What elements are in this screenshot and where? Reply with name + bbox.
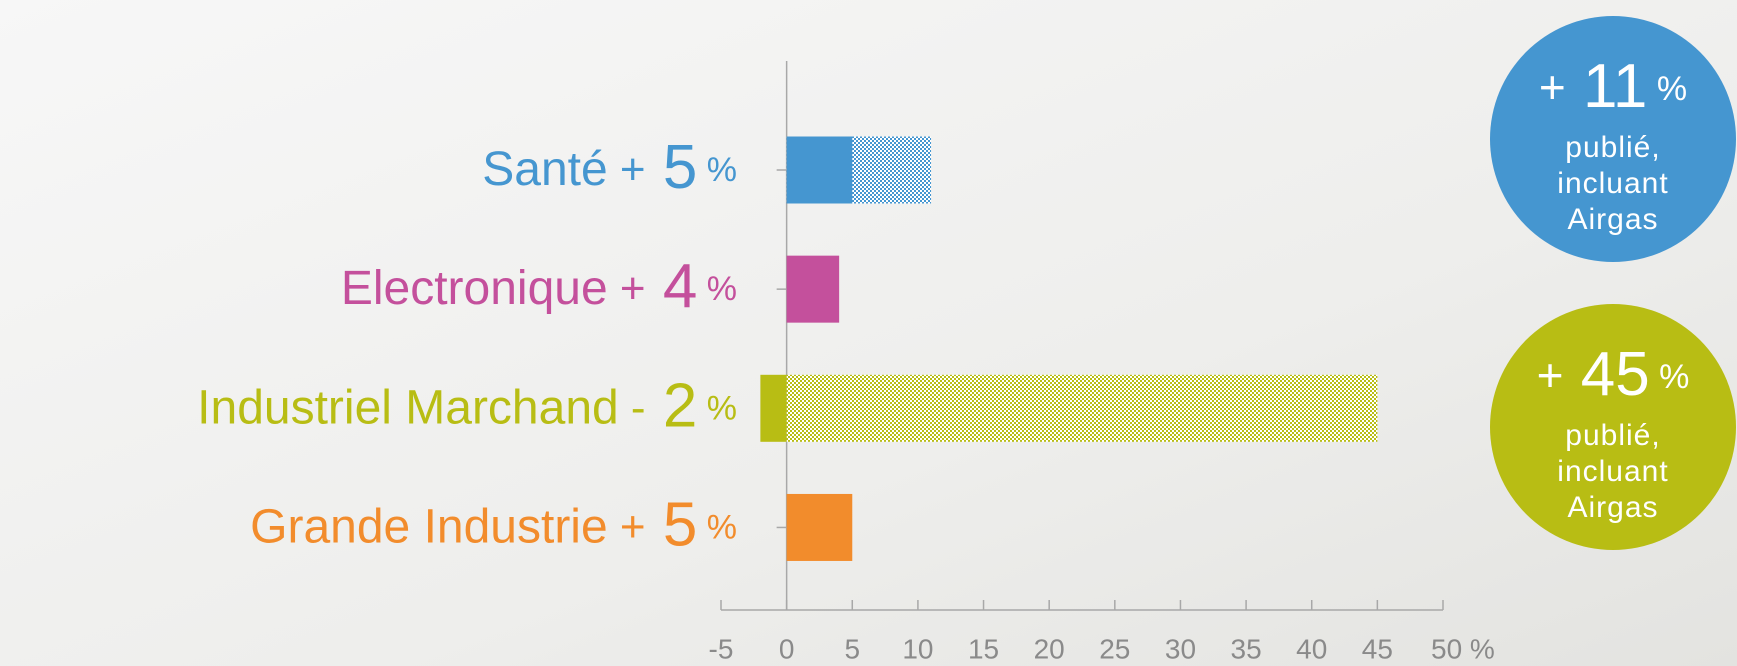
category-name: Industriel Marchand xyxy=(197,381,619,434)
annotation-bubble xyxy=(1490,304,1736,550)
x-tick-label: 20 xyxy=(1034,633,1065,664)
x-tick-label: 50 % xyxy=(1431,633,1495,664)
x-tick-label: 5 xyxy=(844,633,860,664)
x-tick-label: 15 xyxy=(968,633,999,664)
annotation-line: incluant xyxy=(1557,167,1668,200)
annotation-line: publié, xyxy=(1565,419,1660,452)
category-name: Santé xyxy=(482,143,607,196)
bar xyxy=(760,374,787,442)
bar xyxy=(786,255,840,323)
category-label: Electronique + 4 % xyxy=(341,253,737,322)
annotation-line: Airgas xyxy=(1567,491,1658,524)
x-tick-label: 0 xyxy=(779,633,795,664)
annotation-line: Airgas xyxy=(1567,203,1658,236)
x-tick-label: -5 xyxy=(709,633,734,664)
x-tick-label: 45 xyxy=(1362,633,1393,664)
category-label: Santé + 5 % xyxy=(482,133,737,202)
bar xyxy=(786,493,853,561)
annotation-bubble xyxy=(1490,16,1736,262)
category-name: Electronique xyxy=(341,262,608,315)
annotation-line: publié, xyxy=(1565,131,1660,164)
annotation-value: + 45 % xyxy=(1537,340,1690,409)
value-label: + 4 % xyxy=(608,253,737,322)
category-name: Grande Industrie xyxy=(250,500,608,553)
category-label: Industriel Marchand - 2 % xyxy=(197,372,737,441)
published-bar xyxy=(786,374,1378,442)
x-tick-label: 10 xyxy=(902,633,933,664)
annotation-value: + 11 % xyxy=(1539,52,1687,121)
x-tick-label: 25 xyxy=(1099,633,1130,664)
category-label: Grande Industrie + 5 % xyxy=(250,491,737,560)
value-label: + 5 % xyxy=(608,133,737,202)
annotation-line: incluant xyxy=(1557,455,1668,488)
bar xyxy=(786,136,853,204)
value-label: + 5 % xyxy=(608,491,737,560)
x-tick-label: 40 xyxy=(1296,633,1327,664)
x-tick-label: 30 xyxy=(1165,633,1196,664)
value-label: - 2 % xyxy=(619,372,737,441)
x-tick-label: 35 xyxy=(1231,633,1262,664)
